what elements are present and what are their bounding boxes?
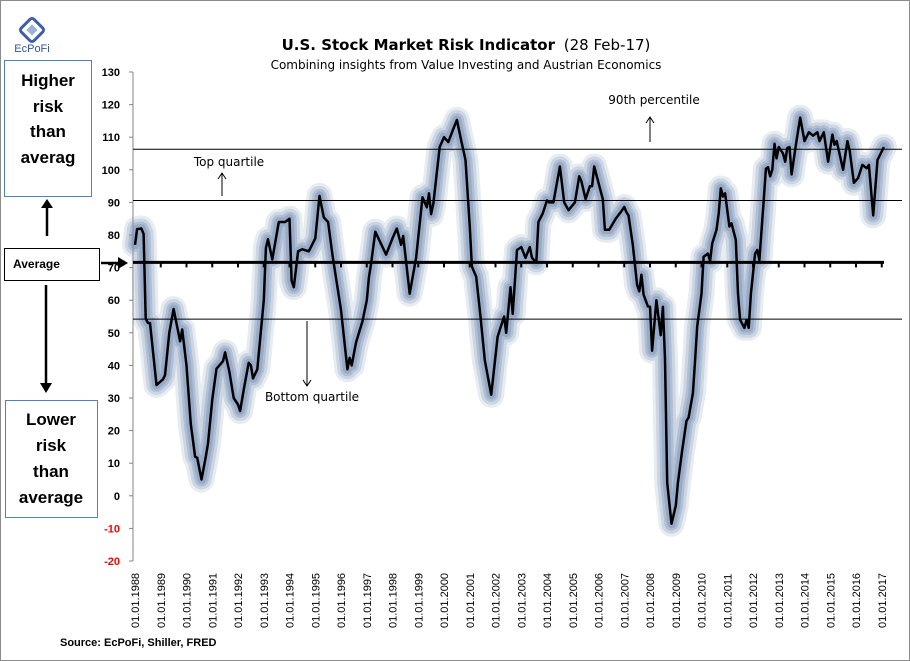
- y-tick-label: 40: [108, 360, 120, 372]
- higher-risk-line-3: than: [30, 122, 66, 141]
- p90-annotation: 90th percentile: [608, 93, 699, 107]
- higher-risk-box: [4, 60, 92, 197]
- lower-risk-box: [5, 400, 98, 518]
- x-tick-label: 01.01.2008: [645, 573, 657, 628]
- x-tick-label: 01.01.2006: [594, 573, 606, 628]
- ecpofi-logo: EcPoFi: [14, 17, 50, 55]
- x-tick-label: 01.01.1995: [310, 573, 322, 628]
- x-tick-label: 01.01.2013: [774, 573, 786, 628]
- x-tick-label: 01.01.1988: [130, 573, 142, 628]
- x-tick-label: 01.01.1990: [182, 573, 194, 628]
- lower-risk-line-3: than: [33, 462, 69, 481]
- bottom-quartile-arrow-icon: [302, 321, 312, 387]
- y-tick-label: -10: [104, 523, 120, 535]
- x-tick-label: 01.01.2010: [697, 573, 709, 628]
- lower-risk-line-2: risk: [36, 436, 67, 455]
- series-line: [133, 116, 886, 526]
- chart-subtitle: Combining insights from Value Investing …: [271, 58, 662, 72]
- x-tick-label: 01.01.1998: [388, 573, 400, 628]
- title-main: U.S. Stock Market Risk Indicator: [282, 36, 556, 54]
- x-tick-label: 01.01.2000: [439, 573, 451, 628]
- x-tick-label: 01.01.2012: [748, 573, 760, 628]
- title-date: (28 Feb-17): [564, 36, 651, 54]
- x-tick-label: 01.01.1999: [413, 573, 425, 628]
- higher-risk-line-4: averag: [21, 148, 76, 167]
- y-tick-label: 120: [102, 100, 120, 112]
- y-tick-label: 70: [108, 263, 120, 275]
- x-tick-label: 01.01.2005: [568, 573, 580, 628]
- x-tick-label: 01.01.2011: [722, 574, 734, 628]
- y-tick-label: 110: [102, 132, 120, 144]
- y-tick-label: 60: [108, 295, 120, 307]
- top-quartile-arrow-icon: [217, 172, 227, 196]
- x-tick-label: 01.01.2016: [851, 573, 863, 628]
- arrow-up-icon: [41, 199, 53, 236]
- y-tick-label: 30: [108, 393, 120, 405]
- y-tick-label: 50: [108, 328, 120, 340]
- lower-risk-line-1: Lower: [26, 410, 76, 429]
- y-tick-label: 90: [108, 197, 120, 209]
- higher-risk-line-1: Higher: [21, 71, 75, 90]
- lower-risk-line-4: average: [19, 488, 83, 507]
- x-tick-label: 01.01.2017: [877, 573, 889, 628]
- y-tick-label: 80: [108, 230, 120, 242]
- x-tick-label: 01.01.2014: [800, 573, 812, 628]
- x-tick-label: 01.01.2015: [825, 573, 837, 628]
- y-tick-label: 10: [108, 458, 120, 470]
- x-tick-label: 01.01.2002: [491, 573, 503, 628]
- y-tick-label: 20: [108, 426, 120, 438]
- x-tick-label: 01.01.1997: [362, 573, 374, 628]
- y-tick-label: 130: [102, 67, 120, 79]
- top-quartile-annotation: Top quartile: [193, 155, 264, 169]
- y-tick-label: -20: [104, 556, 120, 568]
- arrow-down-icon: [40, 285, 52, 393]
- bottom-quartile-annotation: Bottom quartile: [265, 390, 359, 404]
- chart-title: U.S. Stock Market Risk Indicator (28 Feb…: [282, 36, 651, 54]
- series-glow: [122, 104, 897, 537]
- x-tick-label: 01.01.2007: [619, 573, 631, 628]
- logo-text: EcPoFi: [14, 43, 49, 55]
- x-tick-label: 01.01.2003: [516, 573, 528, 628]
- x-tick-label: 01.01.2001: [465, 573, 477, 628]
- x-tick-label: 01.01.2009: [671, 573, 683, 628]
- series-glow-layer: [130, 113, 889, 529]
- x-tick-label: 01.01.2004: [542, 573, 554, 628]
- average-box: [4, 248, 100, 281]
- x-tick-label: 01.01.1989: [156, 573, 168, 628]
- higher-risk-line-2: risk: [33, 97, 64, 116]
- y-tick-label: 100: [102, 165, 120, 177]
- x-tick-label: 01.01.1992: [233, 573, 245, 628]
- x-tick-label: 01.01.1991: [207, 573, 219, 628]
- x-tick-label: 01.01.1994: [285, 573, 297, 628]
- x-tick-label: 01.01.1993: [259, 573, 271, 628]
- arrow-right-icon: [101, 257, 128, 269]
- average-label: Average: [13, 257, 60, 271]
- y-tick-label: 0: [114, 491, 120, 503]
- x-tick-label: 01.01.1996: [336, 573, 348, 628]
- p90-arrow-icon: [645, 116, 655, 142]
- source-note: Source: EcPoFi, Shiller, FRED: [60, 637, 217, 649]
